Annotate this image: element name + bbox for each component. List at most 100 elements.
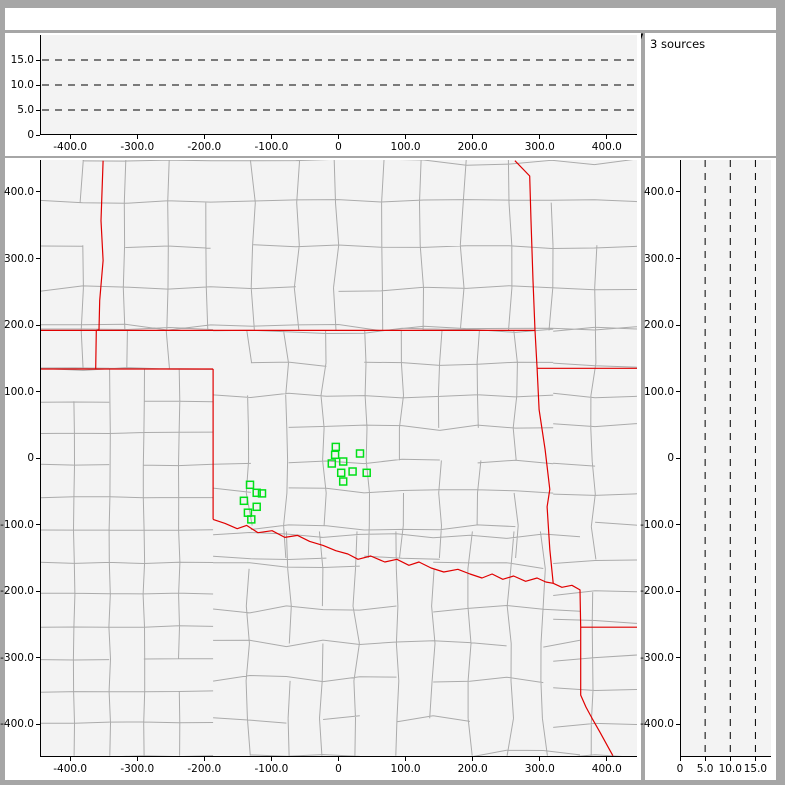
- y-tick-mark: [36, 191, 40, 193]
- lma-source-marker: [257, 489, 267, 498]
- y-tick-mark: [676, 723, 680, 725]
- x-tick-mark: [338, 135, 339, 139]
- y-tick-label: 300.0: [3, 252, 34, 265]
- x-tick-label: 5.0: [696, 763, 714, 775]
- x-tick-label: -200.0: [187, 141, 222, 153]
- y-tick-label: 15.0: [10, 54, 34, 66]
- y-tick-label: 0: [27, 452, 34, 465]
- county-boundaries: [40, 160, 637, 757]
- y-tick-label: 200.0: [3, 319, 34, 332]
- y-tick-label: 0: [667, 452, 674, 465]
- x-tick-mark: [270, 135, 272, 139]
- y-tick-label: 200.0: [643, 319, 674, 332]
- x-tick-label: 100.0: [390, 141, 421, 153]
- x-tick-mark: [203, 757, 205, 761]
- lma-source-marker: [252, 488, 261, 498]
- x-tick-label: 400.0: [591, 141, 622, 153]
- y-tick-mark: [36, 324, 40, 326]
- y-tick-label: 100.0: [643, 385, 674, 398]
- x-tick-mark: [754, 757, 756, 761]
- x-tick-mark: [472, 135, 474, 139]
- x-tick-mark: [472, 757, 474, 761]
- x-tick-label: 10.0: [718, 763, 742, 775]
- y-tick-mark: [36, 109, 40, 111]
- y-tick-label: 5.0: [17, 104, 34, 116]
- state-border-line: [95, 160, 104, 370]
- x-tick-label: 200.0: [457, 141, 488, 153]
- x-tick-label: 300.0: [524, 763, 555, 775]
- x-tick-label: 15.0: [743, 763, 768, 775]
- ew-altitude-panel: -400.0 -300.0 -200.0 -100.0 0 100.0 200.0 300.0…: [5, 33, 641, 156]
- y-tick-label: -100.0: [0, 518, 34, 531]
- lma-source-marker: [239, 496, 249, 506]
- y-tick-label: 300.0: [643, 252, 674, 265]
- x-tick-mark: [679, 757, 681, 761]
- x-tick-mark: [338, 757, 339, 761]
- x-tick-mark: [136, 757, 138, 761]
- y-tick-mark: [36, 134, 40, 136]
- y-tick-label: 400.0: [3, 185, 34, 198]
- lma-source-marker: [245, 480, 255, 490]
- lma-source-marker: [362, 468, 371, 478]
- x-tick-mark: [69, 135, 71, 139]
- lma-source-marker: [336, 468, 346, 478]
- x-tick-label: -100.0: [254, 141, 289, 153]
- y-tick-mark: [676, 258, 680, 259]
- x-tick-label: -300.0: [120, 141, 155, 153]
- y-tick-label: -100.0: [640, 518, 674, 531]
- x-tick-label: -300.0: [120, 763, 155, 775]
- y-tick-mark: [676, 590, 680, 592]
- y-tick-label: 100.0: [3, 385, 34, 398]
- lma-source-marker: [252, 502, 261, 512]
- y-tick-mark: [676, 457, 680, 459]
- y-tick-label: -400.0: [0, 718, 34, 731]
- x-tick-mark: [606, 135, 608, 139]
- y-tick-mark: [36, 657, 40, 659]
- lma-source-marker: [355, 449, 365, 458]
- y-tick-mark: [36, 84, 40, 86]
- y-tick-mark: [676, 524, 680, 526]
- y-tick-mark: [36, 590, 40, 592]
- y-tick-label: -300.0: [0, 651, 34, 664]
- y-tick-label: -200.0: [640, 585, 674, 598]
- y-tick-label: 400.0: [643, 185, 674, 198]
- lma-source-marker: [338, 477, 348, 486]
- x-tick-label: 200.0: [457, 763, 488, 775]
- lma-source-marker: [327, 459, 337, 468]
- x-tick-mark: [203, 135, 205, 139]
- x-tick-label: 300.0: [524, 141, 555, 153]
- plan-view-panel: -400.0 -300.0 -200.0 -100.0 0 100.0 200.0 300.0…: [0, 158, 641, 780]
- x-tick-label: -100.0: [254, 763, 289, 775]
- lma-source-marker: [330, 450, 340, 460]
- sources-count-label: 3 sources: [650, 37, 706, 51]
- plan-view-plot-area: [40, 160, 637, 757]
- x-tick-mark: [704, 757, 706, 761]
- x-tick-label: 0: [335, 763, 342, 775]
- x-tick-mark: [729, 757, 731, 761]
- x-tick-label: 400.0: [591, 763, 622, 775]
- title-bar: Oklahoma Lightning Mapping Array 1700-18…: [5, 8, 776, 51]
- sources-count-panel: 3 sources: [645, 33, 776, 156]
- x-tick-mark: [539, 135, 541, 139]
- lma-source-marker: [348, 467, 357, 476]
- y-tick-mark: [36, 258, 40, 259]
- x-tick-label: 0: [676, 763, 684, 775]
- lma-source-marker: [331, 442, 341, 452]
- state-border-line: [212, 518, 554, 584]
- ew-altitude-plot-area: [40, 35, 637, 135]
- y-tick-label: -200.0: [0, 585, 34, 598]
- x-tick-mark: [69, 757, 71, 761]
- y-tick-mark: [676, 191, 680, 193]
- y-tick-label: 0: [27, 129, 34, 141]
- x-tick-mark: [405, 757, 407, 761]
- x-tick-label: -400.0: [53, 141, 88, 153]
- y-tick-mark: [36, 524, 40, 526]
- x-tick-mark: [270, 757, 272, 761]
- x-tick-mark: [606, 757, 608, 761]
- y-tick-mark: [676, 324, 680, 326]
- y-tick-mark: [36, 59, 40, 61]
- x-tick-mark: [405, 135, 407, 139]
- y-tick-mark: [676, 391, 680, 393]
- lma-source-marker: [338, 457, 348, 466]
